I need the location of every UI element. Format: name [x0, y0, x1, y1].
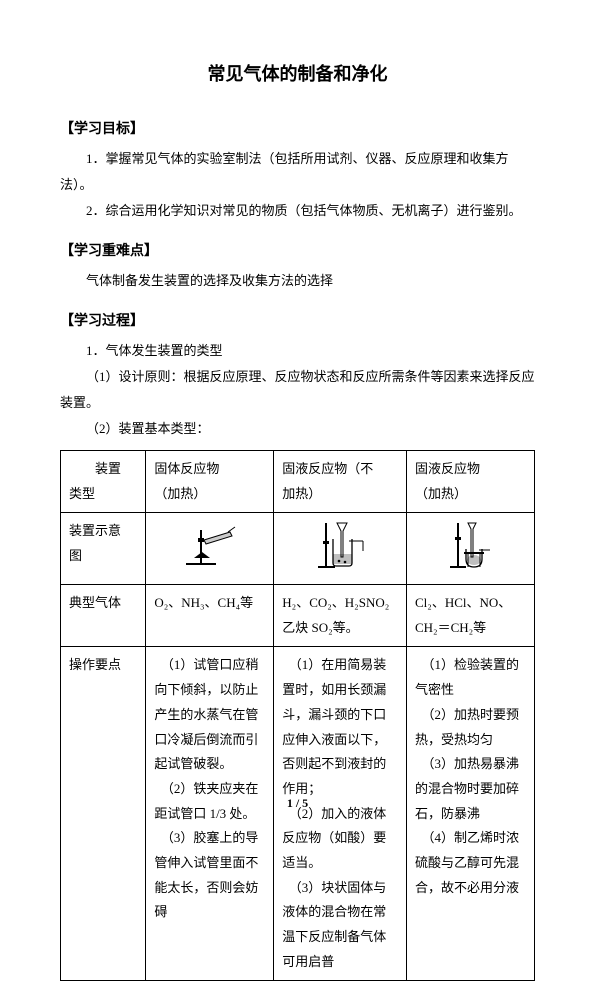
cell-gas-1: O₂、NH₃、CH₄等 [146, 585, 274, 647]
table-row: 装置示意 图 [61, 513, 535, 585]
apparatus-icon-solidliquid-noheat [313, 519, 368, 569]
cell-gas-3: Cl₂、HCl、NO、CH₂＝CH₂等 [407, 585, 535, 647]
objective-item-2: 2．综合运用化学知识对常见的物质（包括气体物质、无机离子）进行鉴别。 [60, 198, 535, 224]
cell-solid-header: 固体反应物 （加热） [146, 451, 274, 513]
cell-text: 固液反应物（不 [282, 461, 373, 476]
cell-ops-label: 操作要点 [61, 647, 146, 981]
process-header: 【学习过程】 [60, 310, 535, 330]
cell-text: 类型 [69, 486, 95, 501]
apparatus-icon-solidliquid-heat [446, 519, 496, 569]
table-row: 装置 类型 固体反应物 （加热） 固液反应物（不 加热） 固液反应物 （加热） [61, 451, 535, 513]
objective-item-1: 1．掌握常见气体的实验室制法（包括所用试剂、仪器、反应原理和收集方法）。 [60, 146, 535, 198]
apparatus-icon-solid-heat [180, 522, 240, 567]
cell-ops-2: （1）在用简易装置时，如用长颈漏斗，漏斗颈的下口应伸入液面以下，否则起不到液封的… [274, 647, 407, 981]
table-row: 操作要点 （1）试管口应稍向下倾斜，以防止产生的水蒸气在管口冷凝后倒流而引起试管… [61, 647, 535, 981]
cell-type-label: 装置 类型 [61, 451, 146, 513]
page-footer: 1 / 5 [0, 796, 595, 811]
cell-gas-2: H₂、CO₂、H₂SNO₂乙炔 SO₂等。 [274, 585, 407, 647]
cell-text: 装置 [69, 461, 121, 476]
cell-text: （加热） [154, 486, 206, 501]
page-title: 常见气体的制备和净化 [60, 60, 535, 86]
cell-solidliquid-noheat-header: 固液反应物（不 加热） [274, 451, 407, 513]
cell-solidliquid-heat-header: 固液反应物 （加热） [407, 451, 535, 513]
objectives-header: 【学习目标】 [60, 118, 535, 138]
cell-apparatus-3 [407, 513, 535, 585]
cell-text: 装置示意 [69, 523, 121, 538]
cell-gas-label: 典型气体 [61, 585, 146, 647]
keypoints-text: 气体制备发生装置的选择及收集方法的选择 [60, 268, 535, 294]
cell-apparatus-1 [146, 513, 274, 585]
cell-apparatus-2 [274, 513, 407, 585]
cell-text: 图 [69, 548, 82, 563]
process-sub-1: （1）设计原则：根据反应原理、反应物状态和反应所需条件等因素来选择反应装置。 [60, 364, 535, 416]
cell-diagram-label: 装置示意 图 [61, 513, 146, 585]
cell-ops-3: （1）检验装置的气密性 （2）加热时要预热，受热均匀 （3）加热易暴沸的混合物时… [407, 647, 535, 981]
cell-text: 加热） [282, 486, 321, 501]
process-sub-2: （2）装置基本类型： [60, 416, 535, 442]
cell-text: 固体反应物 [154, 461, 219, 476]
cell-text: （加热） [415, 486, 467, 501]
cell-text: 固液反应物 [415, 461, 480, 476]
keypoints-header: 【学习重难点】 [60, 240, 535, 260]
apparatus-table: 装置 类型 固体反应物 （加热） 固液反应物（不 加热） 固液反应物 （加热） … [60, 450, 535, 981]
cell-ops-1: （1）试管口应稍向下倾斜，以防止产生的水蒸气在管口冷凝后倒流而引起试管破裂。 （… [146, 647, 274, 981]
process-item-1: 1．气体发生装置的类型 [60, 338, 535, 364]
table-row: 典型气体 O₂、NH₃、CH₄等 H₂、CO₂、H₂SNO₂乙炔 SO₂等。 C… [61, 585, 535, 647]
